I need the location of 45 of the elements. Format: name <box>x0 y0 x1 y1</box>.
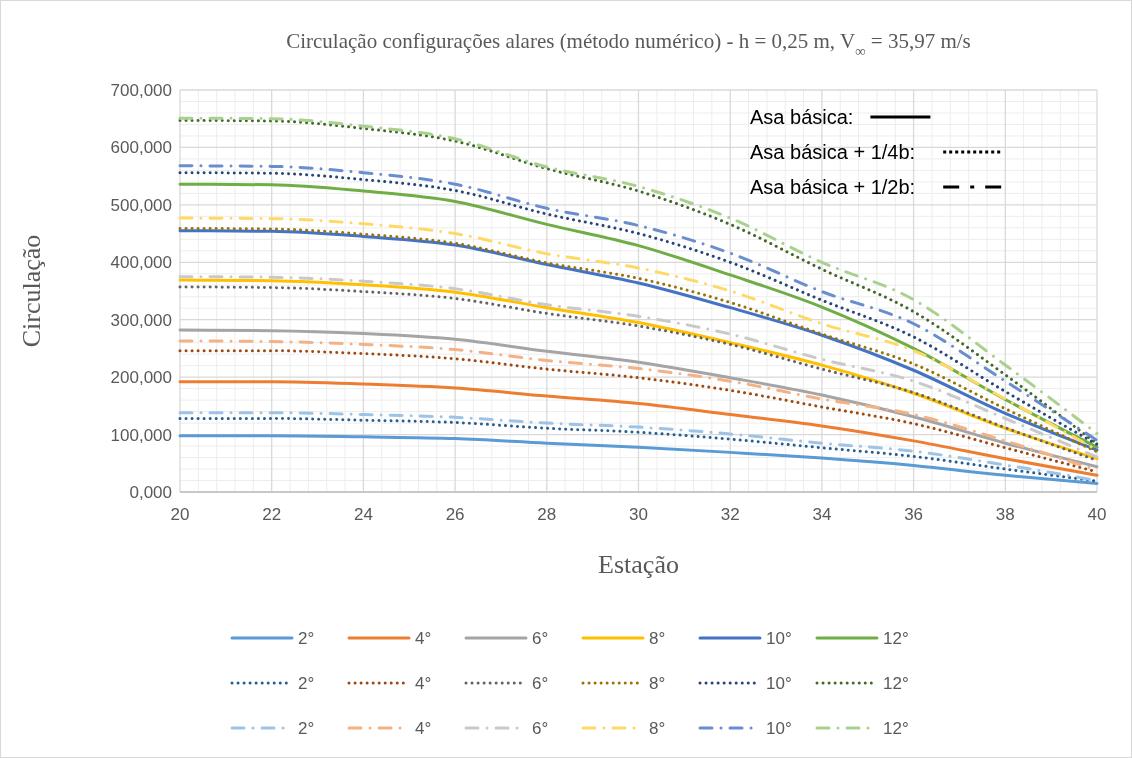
y-tick-label: 300,000 <box>110 310 172 330</box>
y-tick-label: 100,000 <box>110 425 172 445</box>
x-tick-label: 38 <box>995 505 1015 524</box>
legend-label: 2° <box>298 628 315 648</box>
legend-label: 12° <box>883 673 909 693</box>
x-axis-title: Estação <box>598 550 679 579</box>
x-tick-label: 28 <box>537 505 557 524</box>
legend-label: 6° <box>532 673 549 693</box>
y-tick-label: 600,000 <box>110 138 172 158</box>
legend-label: 8° <box>649 628 666 648</box>
x-tick-label: 40 <box>1087 505 1107 524</box>
annotation: Asa básica + 1/4b: <box>750 141 916 163</box>
legend-label: 8° <box>649 718 666 738</box>
line-series <box>178 434 1099 485</box>
legend-label: 12° <box>883 628 909 648</box>
legend-label: 8° <box>649 673 666 693</box>
legend-label: 4° <box>415 718 432 738</box>
legend-label: 4° <box>415 673 432 693</box>
legend-label: 10° <box>766 718 792 738</box>
legend-label: 10° <box>766 673 792 693</box>
y-tick-label: 500,000 <box>110 195 172 215</box>
x-tick-label: 34 <box>812 505 832 524</box>
x-tick-label: 32 <box>720 505 740 524</box>
x-tick-label: 36 <box>904 505 924 524</box>
x-tick-label: 24 <box>353 505 373 524</box>
x-tick-label: 20 <box>170 505 190 524</box>
legend-label: 2° <box>298 718 315 738</box>
y-axis-title: Circulação <box>17 234 46 348</box>
x-tick-label: 22 <box>262 505 282 524</box>
chart-title: Circulação configurações alares (método numérico) - h = 0,25 m, V$_{∞}$ = 35,97 m/s <box>286 29 971 59</box>
x-tick-label: 26 <box>445 505 465 524</box>
legend-label: 6° <box>532 718 549 738</box>
legend-label: 12° <box>883 718 909 738</box>
legend-label: 2° <box>298 673 315 693</box>
legend-label: 10° <box>766 628 792 648</box>
y-tick-label: 400,000 <box>110 253 172 273</box>
legend-label: 4° <box>415 628 432 648</box>
line-series <box>178 380 1099 477</box>
legend-label: 6° <box>532 628 549 648</box>
x-tick-label: 30 <box>629 505 648 524</box>
y-tick-label: 200,000 <box>110 368 172 388</box>
y-tick-label: 700,000 <box>110 80 172 100</box>
y-tick-label: 0,000 <box>129 482 172 502</box>
annotation: Asa básica + 1/2b: <box>750 176 916 198</box>
annotation: Asa básica: <box>750 106 854 128</box>
